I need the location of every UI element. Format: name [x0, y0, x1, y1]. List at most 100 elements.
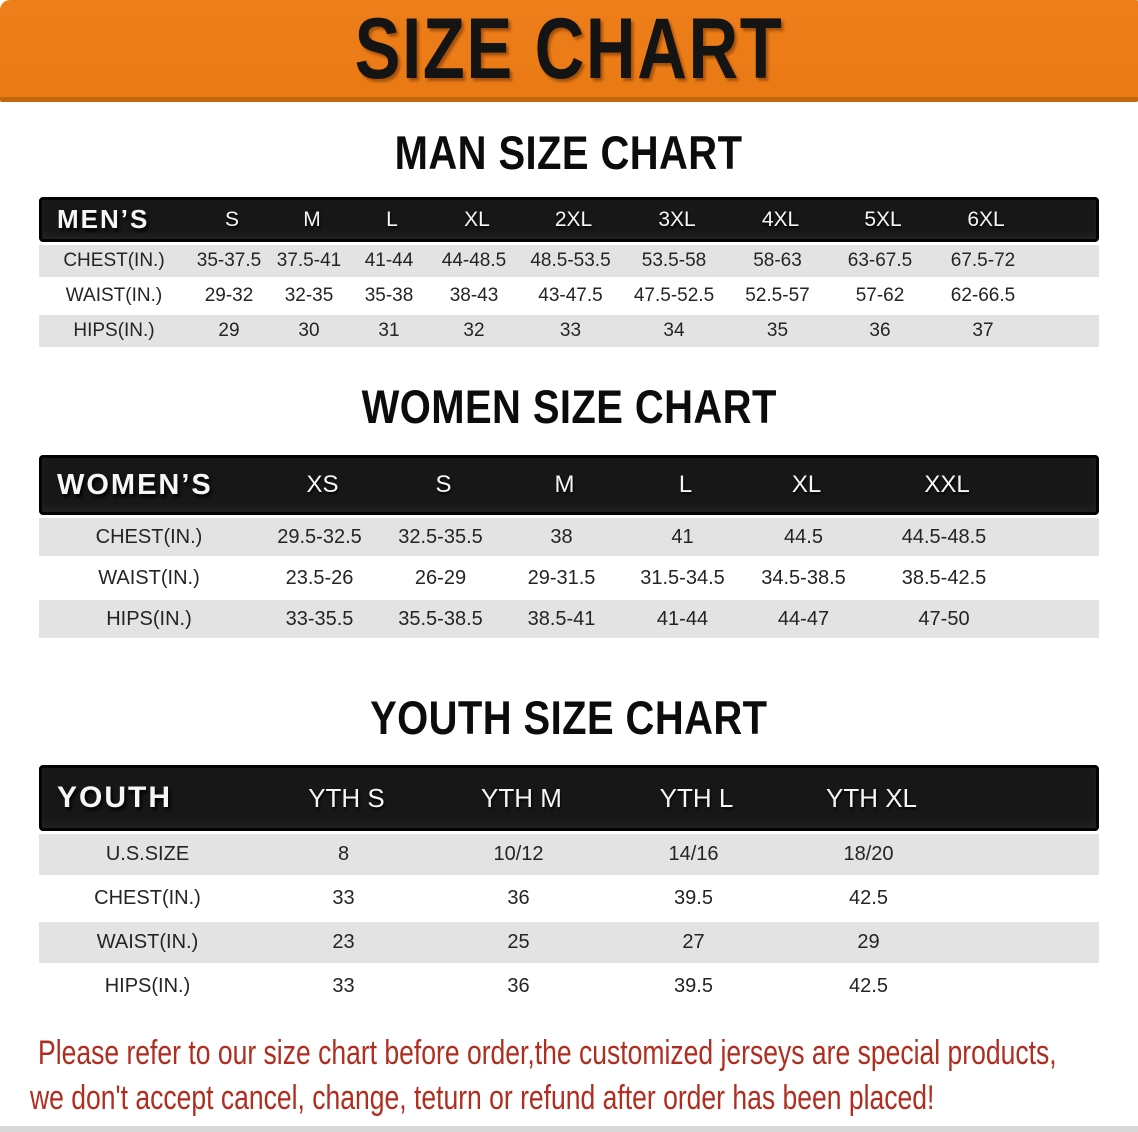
size-value-cell: 34: [663, 320, 685, 341]
size-column-header: XXL: [924, 471, 970, 498]
measurement-label: U.S.SIZE: [105, 843, 190, 865]
measurement-label: CHEST(IN.): [94, 887, 201, 909]
women-size-chart-heading: WOMEN SIZE CHART: [0, 383, 1138, 430]
size-value-cell: 29-32: [204, 285, 254, 306]
youth-size-chart-heading: YOUTH SIZE CHART: [0, 694, 1138, 741]
size-value-cell: 48.5-53.5: [530, 250, 611, 271]
women-header-label: WOMEN’S: [57, 468, 213, 501]
size-column-header: L: [678, 471, 693, 498]
size-column-header: 2XL: [554, 207, 593, 231]
spacer-cell: [1027, 458, 1096, 512]
size-value-cell: 38.5-42.5: [901, 566, 987, 589]
women-heading-text: WOMEN SIZE CHART: [361, 380, 777, 433]
size-value-cell: 42.5: [849, 975, 888, 997]
women-size-table: WOMEN’S XS S M L XL XXL CHEST(IN.) 29.5-32.5 32.5…: [39, 455, 1099, 638]
size-column-header: M: [303, 207, 321, 231]
size-value-cell: 35-38: [364, 285, 414, 306]
size-value-cell: 44.5-48.5: [901, 525, 987, 548]
size-column-header: YTH L: [659, 782, 734, 813]
size-value-cell: 31.5-34.5: [640, 566, 725, 589]
table-row: HIPS(IN.) 29 30 31 32 33 34 35 36 37: [39, 315, 1099, 347]
measurement-label: CHEST(IN.): [63, 250, 165, 271]
size-value-cell: 38-43: [449, 285, 499, 306]
size-value-cell: 44.5: [784, 525, 823, 548]
measurement-label: HIPS(IN.): [73, 320, 155, 341]
size-value-cell: 36: [507, 975, 530, 997]
size-value-cell: 23: [332, 931, 355, 953]
size-value-cell: 36: [507, 887, 530, 909]
size-value-cell: 41: [671, 525, 694, 548]
size-value-cell: 39.5: [674, 887, 713, 909]
size-value-cell: 33: [332, 975, 355, 997]
youth-header-label: YOUTH: [57, 781, 172, 814]
size-value-cell: 32-35: [284, 285, 334, 306]
size-value-cell: 31: [378, 320, 400, 341]
measurement-label: HIPS(IN.): [104, 975, 191, 997]
women-table-header-row: WOMEN’S XS S M L XL XXL: [39, 455, 1099, 515]
men-header-label: MEN’S: [57, 204, 150, 234]
size-column-header: YTH S: [308, 782, 385, 813]
size-value-cell: 41-44: [364, 250, 414, 271]
size-value-cell: 8: [337, 843, 350, 865]
size-column-header: 6XL: [967, 207, 1005, 231]
spacer-cell: [956, 834, 1099, 875]
spacer-cell: [1035, 280, 1099, 312]
table-row: HIPS(IN.) 33-35.5 35.5-38.5 38.5-41 41-44 44-…: [39, 600, 1099, 638]
size-column-header: M: [554, 471, 575, 498]
size-value-cell: 32.5-35.5: [398, 525, 483, 548]
measurement-label: HIPS(IN.): [106, 607, 192, 630]
size-value-cell: 39.5: [674, 975, 713, 997]
size-value-cell: 36: [869, 320, 891, 341]
size-value-cell: 14/16: [668, 843, 719, 865]
size-value-cell: 53.5-58: [641, 250, 707, 271]
size-column-header: 5XL: [864, 207, 902, 231]
youth-heading-text: YOUTH SIZE CHART: [370, 691, 768, 744]
table-row: HIPS(IN.) 33 36 39.5 42.5: [39, 966, 1099, 1007]
measurement-label: CHEST(IN.): [95, 525, 203, 548]
order-policy-note: Please refer to our size chart before or…: [0, 1031, 1138, 1121]
size-value-cell: 30: [298, 320, 320, 341]
bottom-edge-strip: [0, 1126, 1138, 1132]
spacer-cell: [1024, 518, 1099, 556]
spacer-cell: [959, 768, 1096, 828]
size-value-cell: 47-50: [918, 607, 970, 630]
man-size-chart-heading: MAN SIZE CHART: [0, 129, 1138, 176]
man-heading-text: MAN SIZE CHART: [395, 126, 743, 179]
size-column-header: 3XL: [658, 207, 696, 231]
policy-note-line-2: we don't accept cancel, change, teturn o…: [30, 1079, 935, 1117]
measurement-label: WAIST(IN.): [96, 931, 199, 953]
size-value-cell: 38: [550, 525, 573, 548]
size-value-cell: 62-66.5: [950, 285, 1016, 306]
measurement-label: WAIST(IN.): [98, 566, 200, 589]
size-value-cell: 33: [332, 887, 355, 909]
table-row: CHEST(IN.) 35-37.5 37.5-41 41-44 44-48.5 48.5…: [39, 245, 1099, 277]
size-value-cell: 29.5-32.5: [277, 525, 362, 548]
size-column-header: XS: [306, 471, 339, 498]
spacer-cell: [1038, 200, 1096, 239]
size-column-header: YTH XL: [825, 782, 918, 813]
measurement-label: WAIST(IN.): [65, 285, 163, 306]
spacer-cell: [1035, 245, 1099, 277]
size-column-header: XL: [791, 471, 822, 498]
size-column-header: XL: [464, 207, 490, 231]
table-row: CHEST(IN.) 29.5-32.5 32.5-35.5 38 41 44.5 44.5…: [39, 518, 1099, 556]
size-value-cell: 35-37.5: [196, 250, 262, 271]
table-row: WAIST(IN.) 23.5-26 26-29 29-31.5 31.5-34.5 34…: [39, 559, 1099, 597]
size-column-header: S: [224, 207, 239, 231]
table-row: U.S.SIZE 8 10/12 14/16 18/20: [39, 834, 1099, 875]
size-value-cell: 41-44: [656, 607, 709, 630]
spacer-cell: [1024, 600, 1099, 638]
size-value-cell: 58-63: [753, 250, 802, 271]
banner: SIZE CHART: [0, 0, 1138, 102]
spacer-cell: [1035, 315, 1099, 347]
youth-table-header-row: YOUTH YTH S YTH M YTH L YTH XL: [39, 765, 1099, 831]
size-value-cell: 33-35.5: [285, 607, 354, 630]
policy-note-line-1: Please refer to our size chart before or…: [38, 1034, 1057, 1072]
table-row: WAIST(IN.) 23 25 27 29: [39, 922, 1099, 963]
youth-size-table: YOUTH YTH S YTH M YTH L YTH XL U.S.SIZE 8 10/12…: [39, 765, 1099, 1007]
size-value-cell: 37.5-41: [276, 250, 342, 271]
size-column-header: YTH M: [481, 782, 562, 813]
table-row: CHEST(IN.) 33 36 39.5 42.5: [39, 878, 1099, 919]
size-column-header: 4XL: [761, 207, 800, 231]
